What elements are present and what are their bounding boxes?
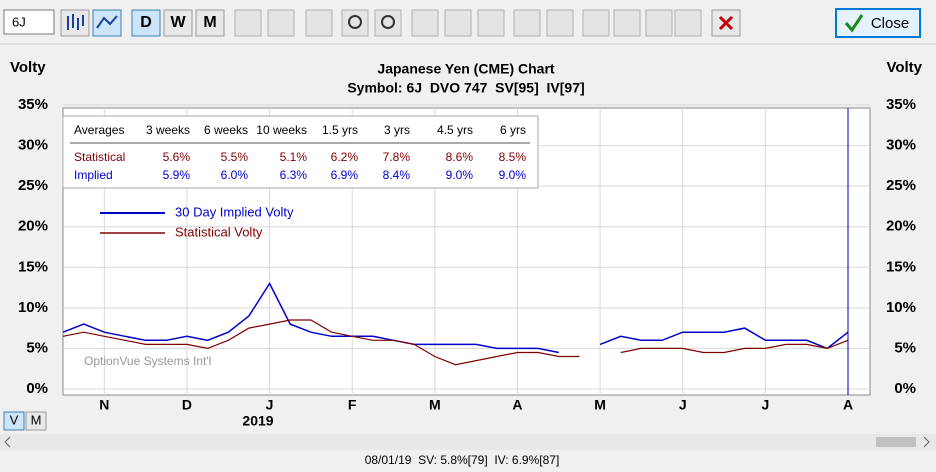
table-cell: 5.9% xyxy=(163,168,191,182)
x-tick-label: M xyxy=(429,397,441,413)
watermark: OptionVue Systems Int'l xyxy=(84,354,211,368)
line-chart-button[interactable] xyxy=(92,9,122,37)
scroll-left[interactable] xyxy=(4,436,11,448)
y-tick-label: 0% xyxy=(26,380,48,397)
y2-tick-label: 10% xyxy=(886,299,916,316)
table-cell: 6.2% xyxy=(331,150,359,164)
chart-title: Japanese Yen (CME) Chart xyxy=(377,61,554,77)
scroll-right[interactable] xyxy=(923,436,930,448)
close-button[interactable] xyxy=(835,8,921,38)
averages-table: Averages 3 weeks 6 weeks 10 weeks 1.5 yrs 3 y… xyxy=(62,115,539,189)
x-tick-label: F xyxy=(348,397,357,413)
table-box xyxy=(62,115,539,189)
zoom-in-icon[interactable] xyxy=(348,15,362,29)
y2-tick-label: 30% xyxy=(886,137,916,154)
table-header: 6 yrs xyxy=(500,123,526,137)
legend-label: 30 Day Implied Volty xyxy=(175,204,294,219)
table-cell: 8.5% xyxy=(499,150,527,164)
table-cell: 8.6% xyxy=(446,150,474,164)
table-cell: 6.3% xyxy=(280,168,308,182)
scroll-thumb[interactable] xyxy=(876,437,916,447)
table-cell: Statistical xyxy=(74,150,125,164)
status-bar: 08/01/19 SV: 5.8%[79] IV: 6.9%[87] xyxy=(365,453,560,467)
week-button[interactable] xyxy=(163,9,193,37)
table-cell: 9.0% xyxy=(446,168,474,182)
m-button[interactable] xyxy=(25,411,47,431)
delete-icon xyxy=(718,15,734,31)
line-icon xyxy=(96,15,118,29)
y2-tick-label: 5% xyxy=(894,339,916,356)
table-header: Averages xyxy=(74,123,124,137)
day-label: D xyxy=(140,14,152,31)
y-tick-label: 15% xyxy=(18,258,48,275)
y-tick-label: 10% xyxy=(18,299,48,316)
tool-icons xyxy=(234,9,702,37)
scrollbar[interactable] xyxy=(0,434,936,450)
x-tick-label: J xyxy=(679,397,687,413)
table-cell: 6.0% xyxy=(221,168,249,182)
table-header: 10 weeks xyxy=(256,123,307,137)
table-header: 3 yrs xyxy=(384,123,410,137)
y-tick-label: 30% xyxy=(18,137,48,154)
v-label: V xyxy=(10,412,19,427)
x-tick-label: J xyxy=(761,397,769,413)
y2-tick-label: 25% xyxy=(886,177,916,194)
day-button[interactable] xyxy=(131,9,161,37)
y-tick-label: 20% xyxy=(18,218,48,235)
week-label: W xyxy=(170,14,186,31)
y2-tick-label: 35% xyxy=(886,96,916,113)
symbol-text: 6J xyxy=(12,14,26,29)
y-tick-label: 5% xyxy=(26,339,48,356)
table-cell: 5.6% xyxy=(163,150,191,164)
series-line xyxy=(62,319,849,366)
table-cell: 6.9% xyxy=(331,168,359,182)
table-cell: Implied xyxy=(74,168,113,182)
y-tick-label: 35% xyxy=(18,96,48,113)
symbol-input[interactable] xyxy=(3,9,55,35)
legend-label: Statistical Volty xyxy=(175,224,263,239)
table-cell: 8.4% xyxy=(383,168,411,182)
bar-chart-button[interactable] xyxy=(60,9,90,37)
table-header: 1.5 yrs xyxy=(322,123,358,137)
v-button[interactable] xyxy=(3,411,25,431)
table-cell: 7.8% xyxy=(383,150,411,164)
y-axis-title: Volty xyxy=(10,59,46,76)
x-tick-label: J xyxy=(266,397,274,413)
check-icon xyxy=(844,14,864,33)
y2-tick-label: 0% xyxy=(894,380,916,397)
table-cell: 9.0% xyxy=(499,168,527,182)
x-tick-label: N xyxy=(99,397,109,413)
year-label: 2019 xyxy=(242,413,273,429)
close-label: Close xyxy=(871,15,909,32)
zoom-out-icon[interactable] xyxy=(381,15,395,29)
y2-tick-label: 20% xyxy=(886,218,916,235)
table-header: 3 weeks xyxy=(146,123,190,137)
x-tick-label: A xyxy=(512,397,522,413)
table-cell: 5.1% xyxy=(280,150,308,164)
month-label: M xyxy=(203,14,216,31)
x-tick-label: A xyxy=(843,397,853,413)
table-header: 6 weeks xyxy=(204,123,248,137)
chart-subtitle: Symbol: 6J DVO 747 SV[95] IV[97] xyxy=(347,80,584,96)
y-tick-label: 25% xyxy=(18,177,48,194)
bar-icon xyxy=(67,14,84,30)
y2-tick-label: 15% xyxy=(886,258,916,275)
y2-axis-title: Volty xyxy=(886,59,922,76)
table-cell: 5.5% xyxy=(221,150,249,164)
m-label: M xyxy=(31,412,42,427)
x-tick-label: D xyxy=(182,397,192,413)
x-tick-label: M xyxy=(594,397,606,413)
month-button[interactable] xyxy=(195,9,225,37)
table-header: 4.5 yrs xyxy=(437,123,473,137)
series-line xyxy=(62,281,849,354)
